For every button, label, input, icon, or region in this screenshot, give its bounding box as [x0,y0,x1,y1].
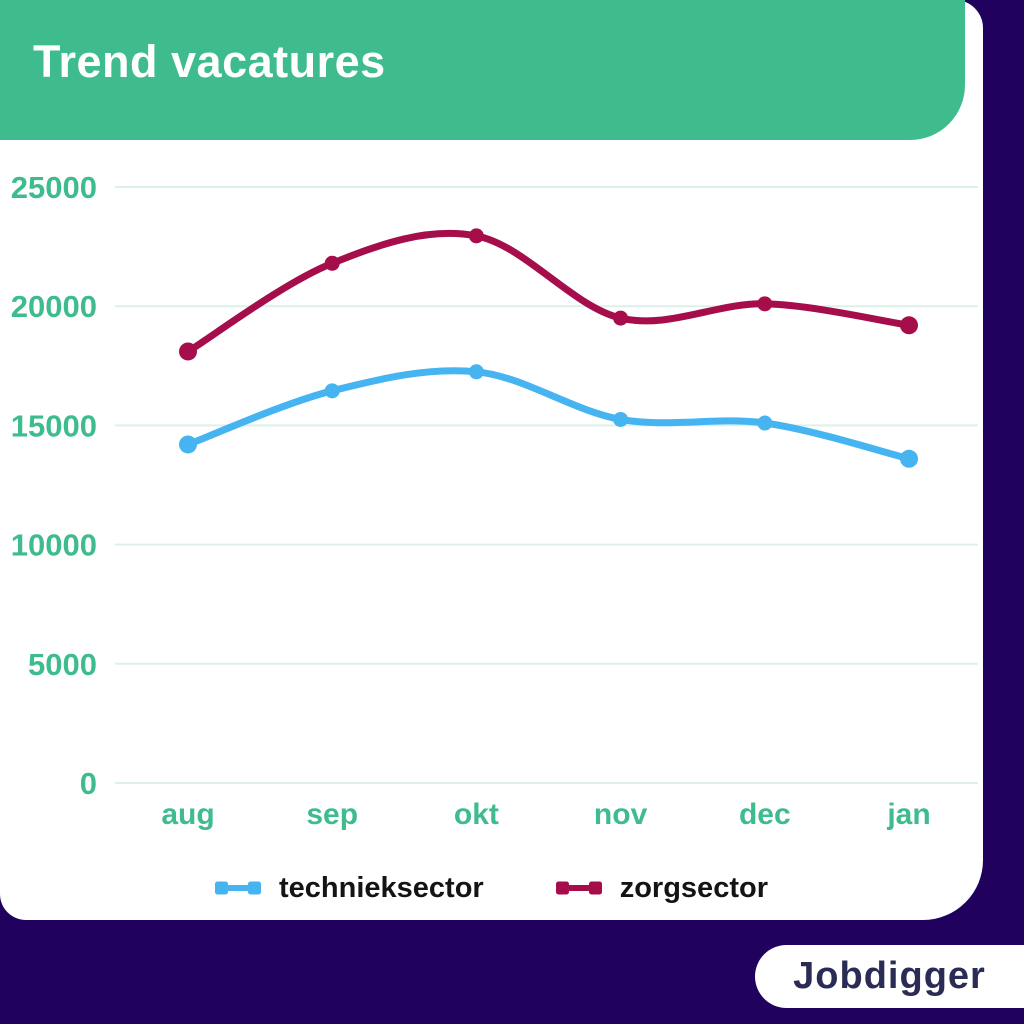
data-point-technieksector-jan [900,449,918,468]
legend-label-zorgsector: zorgsector [619,871,768,904]
chart-card: Trend vacatures 0 5000 10000 15000 20000 2500… [0,0,983,920]
y-tick-label-0: 0 [80,766,97,801]
trend-line-chart: 0 5000 10000 15000 20000 25000 aug sep okt nov dec… [11,170,978,831]
data-point-zorgsector-dec [757,296,773,312]
data-point-zorgsector-jan [900,316,918,335]
x-tick-label-jan: jan [886,798,930,831]
y-tick-label-25000: 25000 [11,170,97,205]
data-point-technieksector-dec [757,415,773,431]
y-tick-label-10000: 10000 [11,528,97,563]
legend-marker-icon [215,881,262,895]
series-line-technieksector [184,367,913,463]
x-tick-label-sep: sep [306,798,358,831]
jobdigger-logo: Jobdigger [755,945,1024,1008]
data-point-technieksector-sep [324,383,340,399]
y-tick-label-20000: 20000 [11,289,97,324]
data-point-zorgsector-okt [468,228,484,244]
chart-header: Trend vacatures [0,0,965,140]
legend-marker-icon [555,881,602,895]
data-point-technieksector-okt [468,364,484,380]
data-point-zorgsector-nov [613,310,629,326]
data-point-technieksector-nov [613,411,629,427]
data-point-zorgsector-sep [324,255,340,271]
x-tick-label-aug: aug [161,798,214,831]
jobdigger-logo-text: Jobdigger [793,955,986,997]
legend-label-technieksector: technieksector [279,871,484,904]
x-tick-label-okt: okt [454,798,499,831]
legend-item-technieksector: technieksector [215,872,484,905]
legend-item-zorgsector: zorgsector [555,871,768,905]
chart-legend: technieksector zorgsector [0,862,983,914]
y-tick-label-5000: 5000 [28,647,97,682]
data-point-zorgsector-aug [179,342,197,361]
y-tick-label-15000: 15000 [11,408,97,443]
page-title: Trend vacatures [33,36,386,87]
series-line-zorgsector [184,229,913,355]
x-tick-label-nov: nov [594,798,648,831]
data-point-technieksector-aug [179,435,197,454]
x-tick-label-dec: dec [739,798,791,831]
